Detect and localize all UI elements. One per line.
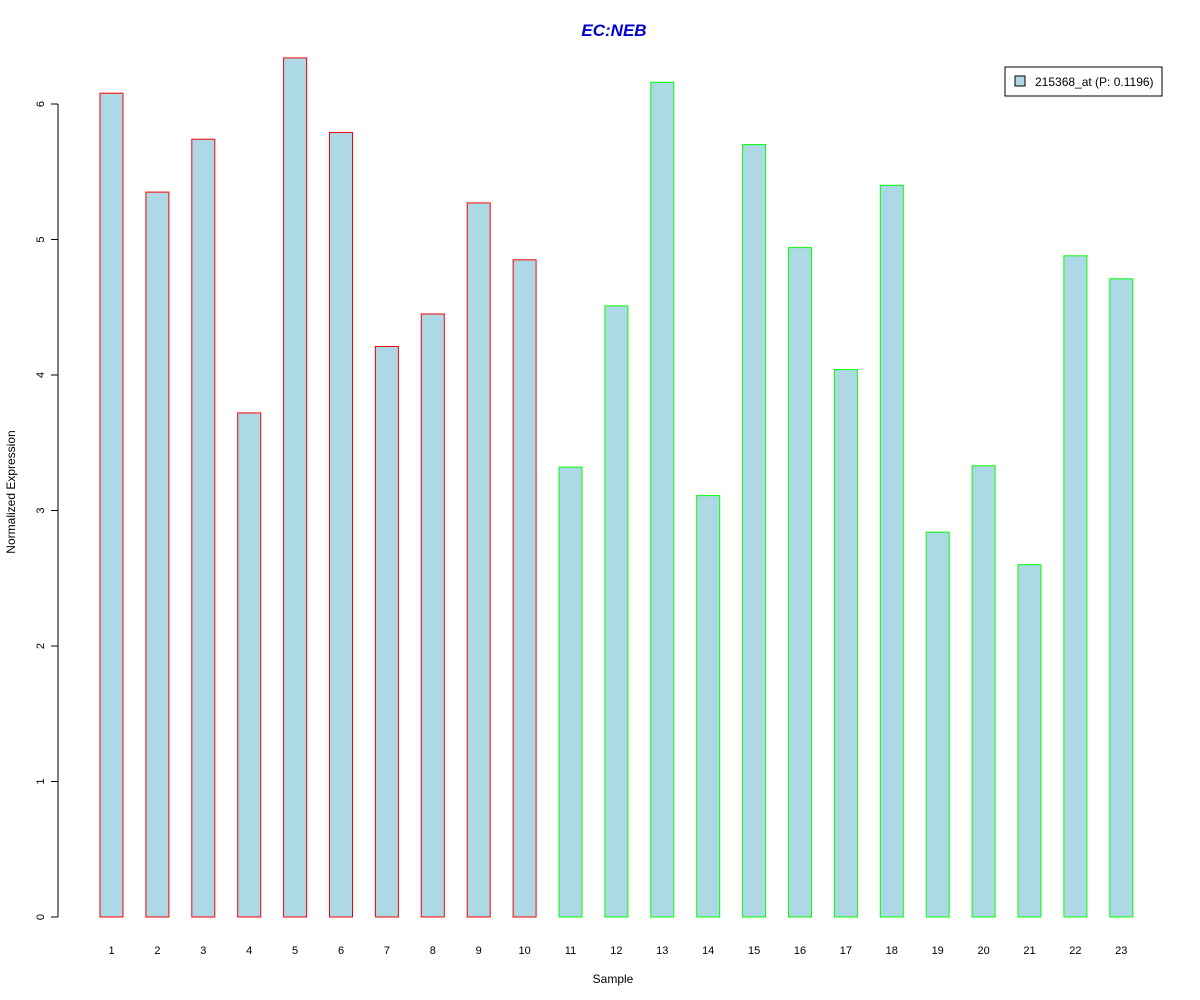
y-tick-label: 0 — [35, 914, 47, 920]
y-tick-label: 6 — [35, 101, 47, 107]
x-tick-label: 22 — [1069, 945, 1081, 957]
x-tick-label: 2 — [154, 945, 160, 957]
x-tick-label: 23 — [1115, 945, 1127, 957]
x-tick-label: 4 — [246, 945, 252, 957]
x-tick-label: 12 — [610, 945, 622, 957]
x-tick-label: 14 — [702, 945, 714, 957]
bar-sample-21 — [1017, 564, 1042, 918]
bars — [99, 57, 1134, 918]
x-tick-label: 1 — [108, 945, 114, 957]
x-tick-label: 7 — [384, 945, 390, 957]
y-tick-label: 5 — [35, 236, 47, 242]
y-axis: 0 1 2 3 4 5 6 — [35, 101, 59, 920]
bar-sample-16 — [788, 247, 812, 918]
bar-sample-14 — [696, 495, 721, 918]
bar-sample-7 — [374, 346, 399, 918]
x-tick-label: 10 — [518, 945, 530, 957]
y-tick-label: 1 — [35, 778, 47, 784]
bar-sample-10 — [512, 259, 537, 918]
x-tick-label: 3 — [200, 945, 206, 957]
y-tick-label: 3 — [35, 507, 47, 513]
x-tick-label: 15 — [748, 945, 760, 957]
x-tick-label: 8 — [430, 945, 436, 957]
bar-sample-22 — [1063, 255, 1088, 918]
bar-sample-5 — [283, 57, 308, 918]
x-tick-label: 16 — [794, 945, 806, 957]
x-tick-label: 18 — [886, 945, 898, 957]
legend-swatch — [1014, 75, 1026, 87]
x-tick-labels: 1 2 3 4 5 6 7 8 9 10 11 12 13 14 15 16 17 18 19 20 21 22 23 — [108, 945, 1127, 957]
bar-sample-8 — [420, 313, 445, 918]
x-tick-label: 13 — [656, 945, 668, 957]
x-tick-label: 5 — [292, 945, 298, 957]
bar-sample-6 — [329, 132, 353, 918]
y-tick-label: 4 — [35, 372, 47, 378]
bar-sample-20 — [971, 465, 996, 918]
x-tick-label: 19 — [932, 945, 944, 957]
chart-title: EC:NEB — [581, 21, 646, 40]
bar-sample-23 — [1109, 278, 1134, 918]
legend-label: 215368_at (P: 0.1196) — [1035, 75, 1154, 89]
x-tick-label: 11 — [565, 945, 576, 957]
y-tick-label: 2 — [35, 643, 47, 649]
x-tick-label: 9 — [476, 945, 482, 957]
x-tick-label: 20 — [977, 945, 989, 957]
bar-sample-2 — [145, 191, 170, 918]
x-tick-label: 17 — [840, 945, 852, 957]
x-tick-label: 21 — [1023, 945, 1035, 957]
y-axis-label: Normalized Expression — [4, 430, 18, 553]
bar-sample-4 — [237, 412, 262, 918]
bar-sample-18 — [879, 184, 904, 918]
bar-sample-15 — [742, 144, 767, 918]
bar-sample-9 — [466, 202, 491, 918]
bar-sample-13 — [650, 81, 675, 918]
x-axis-label: Sample — [593, 972, 634, 986]
bar-sample-11 — [558, 466, 583, 918]
bar-sample-1 — [99, 92, 124, 918]
bar-sample-3 — [191, 138, 216, 918]
legend-box — [1004, 66, 1163, 97]
bar-sample-17 — [833, 369, 858, 918]
legend: 215368_at (P: 0.1196) — [1004, 66, 1163, 97]
x-tick-label: 6 — [338, 945, 344, 957]
bar-sample-12 — [604, 305, 629, 918]
bar-sample-19 — [925, 531, 950, 918]
